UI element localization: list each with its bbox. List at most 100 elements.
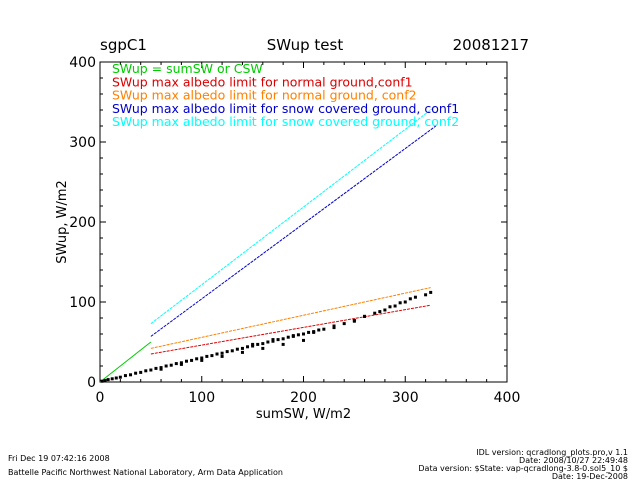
x-tick-label: 200 — [290, 390, 317, 406]
data-point — [286, 335, 290, 339]
legend-entry-2: SWup max albedo limit for normal ground,… — [112, 88, 417, 103]
data-point — [103, 378, 107, 382]
data-point — [281, 337, 285, 341]
data-point — [307, 330, 311, 334]
x-axis-label: sumSW, W/m2 — [256, 407, 351, 422]
x-tick-label: 300 — [392, 390, 419, 406]
data-point — [261, 342, 265, 346]
data-point — [261, 346, 265, 350]
series-line-1 — [150, 304, 431, 355]
data-point — [159, 366, 163, 370]
series-line-3 — [150, 125, 437, 337]
data-point — [114, 376, 118, 380]
data-point — [332, 326, 336, 330]
data-point — [240, 346, 244, 350]
data-point — [240, 350, 244, 354]
data-point — [363, 314, 367, 318]
data-point — [139, 370, 143, 374]
data-point — [388, 305, 392, 309]
y-tick-label: 200 — [69, 215, 96, 231]
data-point — [251, 344, 255, 348]
data-point — [271, 339, 275, 343]
footer-run-date: Date: 19-Dec-2008 — [551, 472, 628, 481]
data-point — [383, 308, 387, 312]
data-point — [118, 375, 122, 379]
data-point — [230, 349, 234, 353]
data-point — [179, 361, 183, 365]
data-point — [154, 366, 158, 370]
data-point — [179, 362, 183, 366]
data-point — [246, 345, 250, 349]
data-point — [266, 340, 270, 344]
data-point — [312, 330, 316, 334]
y-tick-label: 0 — [87, 375, 96, 391]
data-point — [134, 371, 138, 375]
footer-timestamp: Fri Dec 19 07:42:16 2008 — [8, 454, 110, 463]
data-point — [403, 300, 407, 304]
data-point — [123, 374, 127, 378]
footer-date-line: Date: 2008/10/27 22:49:48 — [519, 456, 628, 465]
data-point — [302, 332, 305, 336]
x-tick-label: 400 — [494, 390, 521, 406]
data-point — [317, 328, 321, 332]
data-point — [129, 373, 133, 377]
date-label: 20081217 — [452, 36, 529, 54]
data-point — [184, 359, 188, 363]
data-point — [169, 363, 173, 367]
y-tick-label: 400 — [69, 55, 96, 71]
data-point — [210, 354, 214, 358]
footer-data-version: Data version: $State: vap-qcradlong-3.8-… — [418, 464, 628, 473]
data-point — [413, 295, 417, 299]
chart-title: SWup test — [266, 36, 344, 54]
data-point — [225, 350, 229, 354]
series-line-0 — [99, 341, 152, 383]
data-point — [256, 342, 260, 346]
x-tick-label: 0 — [96, 390, 105, 406]
legend-entry-3: SWup max albedo limit for snow covered g… — [112, 101, 459, 116]
data-point — [398, 301, 402, 305]
data-point — [159, 367, 163, 371]
footer-lab: Battelle Pacific Northwest National Labo… — [8, 468, 283, 477]
data-point — [174, 362, 178, 366]
data-point — [164, 364, 168, 368]
legend-entry-4: SWup max albedo limit for snow covered g… — [112, 114, 459, 129]
data-point — [251, 342, 255, 346]
y-tick-label: 300 — [69, 135, 96, 151]
footer-idl-version: IDL version: qcradlong_plots.pro,v 1.1 — [476, 448, 628, 457]
data-point — [296, 333, 300, 337]
data-point — [408, 297, 412, 301]
series-line-2 — [150, 287, 431, 349]
data-point — [352, 319, 356, 323]
data-point — [110, 377, 114, 381]
data-point — [190, 358, 194, 362]
site-label: sgpC1 — [100, 36, 147, 54]
data-point — [149, 368, 153, 372]
data-point — [220, 354, 224, 358]
x-tick-label: 100 — [188, 390, 215, 406]
y-axis-label: SWup, W/m2 — [55, 180, 70, 264]
data-point — [302, 338, 305, 342]
data-point — [342, 322, 346, 326]
legend-entry-0: SWup = sumSW or CSW — [112, 61, 263, 76]
data-point — [220, 351, 224, 355]
data-point — [322, 327, 326, 331]
data-point — [393, 304, 397, 308]
data-point — [215, 352, 219, 356]
data-point — [424, 293, 428, 297]
data-point — [332, 324, 336, 328]
data-point — [235, 347, 239, 351]
data-point — [276, 338, 280, 342]
data-point — [144, 369, 148, 373]
legend-entry-1: SWup max albedo limit for normal ground,… — [112, 74, 413, 89]
data-point — [291, 334, 295, 338]
data-point — [281, 342, 285, 346]
data-point — [106, 378, 110, 382]
data-point — [378, 310, 382, 314]
data-point — [195, 357, 199, 361]
data-point — [429, 290, 433, 294]
y-tick-label: 100 — [69, 295, 96, 311]
data-point — [100, 379, 104, 383]
data-point — [205, 354, 209, 358]
data-point — [200, 358, 204, 362]
